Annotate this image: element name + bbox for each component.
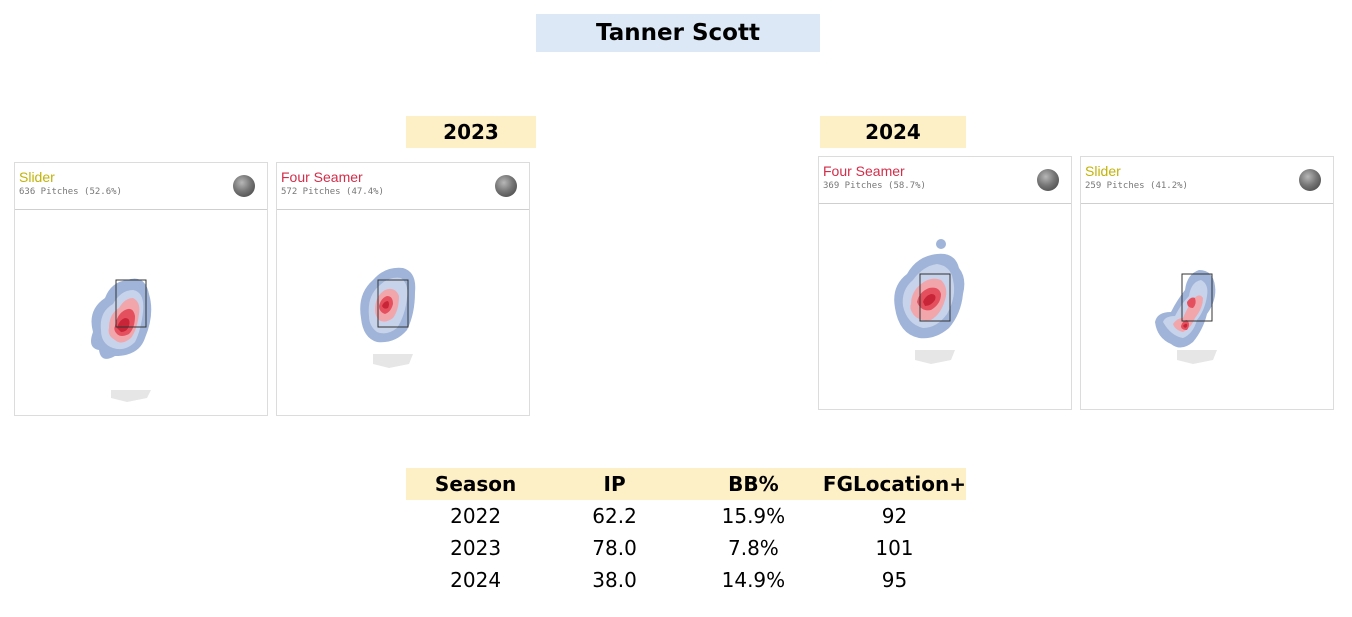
cell-fglocation: 101	[875, 536, 914, 560]
card-header: Four Seamer 369 Pitches (58.7%)	[819, 157, 1071, 204]
pitch-count-label: 572 Pitches (47.4%)	[281, 187, 384, 197]
cell-ip: 78.0	[592, 536, 637, 560]
pitch-type-label: Slider	[19, 169, 55, 185]
cell-season: 2023	[450, 536, 502, 560]
cell-season: 2024	[450, 568, 502, 592]
table-row: 2024 38.0 14.9% 95	[406, 564, 966, 596]
heatmap-card-2023-slider: Slider 636 Pitches (52.6%)	[14, 162, 268, 416]
cell-ip: 62.2	[592, 504, 637, 528]
heatmap-card-2024-four-seamer: Four Seamer 369 Pitches (58.7%)	[818, 156, 1072, 410]
baseball-icon	[495, 175, 517, 197]
location-heatmap	[1155, 270, 1217, 364]
header-fglocation: FGLocation+	[822, 468, 966, 500]
pitch-type-label: Four Seamer	[281, 169, 363, 185]
baseball-icon	[233, 175, 255, 197]
location-heatmap	[360, 267, 416, 368]
header-ip: IP	[545, 468, 684, 500]
heatmap-card-2024-slider: Slider 259 Pitches (41.2%)	[1080, 156, 1334, 410]
heatmap-card-2023-four-seamer: Four Seamer 572 Pitches (47.4%)	[276, 162, 530, 416]
location-heatmap	[894, 239, 965, 364]
pitch-count-label: 636 Pitches (52.6%)	[19, 187, 122, 197]
card-header: Slider 636 Pitches (52.6%)	[15, 163, 267, 210]
table-row: 2022 62.2 15.9% 92	[406, 500, 966, 532]
cell-fglocation: 92	[881, 504, 908, 528]
baseball-icon	[1299, 169, 1321, 191]
stats-table: Season IP BB% FGLocation+ 2022 62.2 15.9…	[406, 468, 966, 596]
header-season: Season	[406, 468, 546, 500]
year-label-2023: 2023	[406, 116, 536, 148]
cell-fglocation: 95	[881, 568, 908, 592]
pitch-count-label: 369 Pitches (58.7%)	[823, 181, 926, 191]
header-bb-pct: BB%	[683, 468, 823, 500]
cell-bb-pct: 14.9%	[721, 568, 786, 592]
table-row: 2023 78.0 7.8% 101	[406, 532, 966, 564]
page-title: Tanner Scott	[536, 14, 820, 52]
cell-ip: 38.0	[592, 568, 637, 592]
cell-season: 2022	[450, 504, 502, 528]
cell-bb-pct: 15.9%	[721, 504, 786, 528]
table-header-row: Season IP BB% FGLocation+	[406, 468, 966, 500]
cell-bb-pct: 7.8%	[728, 536, 779, 560]
card-header: Four Seamer 572 Pitches (47.4%)	[277, 163, 529, 210]
pitch-type-label: Slider	[1085, 163, 1121, 179]
year-label-2024: 2024	[820, 116, 966, 148]
baseball-icon	[1037, 169, 1059, 191]
location-heatmap	[91, 278, 152, 402]
card-header: Slider 259 Pitches (41.2%)	[1081, 157, 1333, 204]
pitch-count-label: 259 Pitches (41.2%)	[1085, 181, 1188, 191]
pitch-type-label: Four Seamer	[823, 163, 905, 179]
